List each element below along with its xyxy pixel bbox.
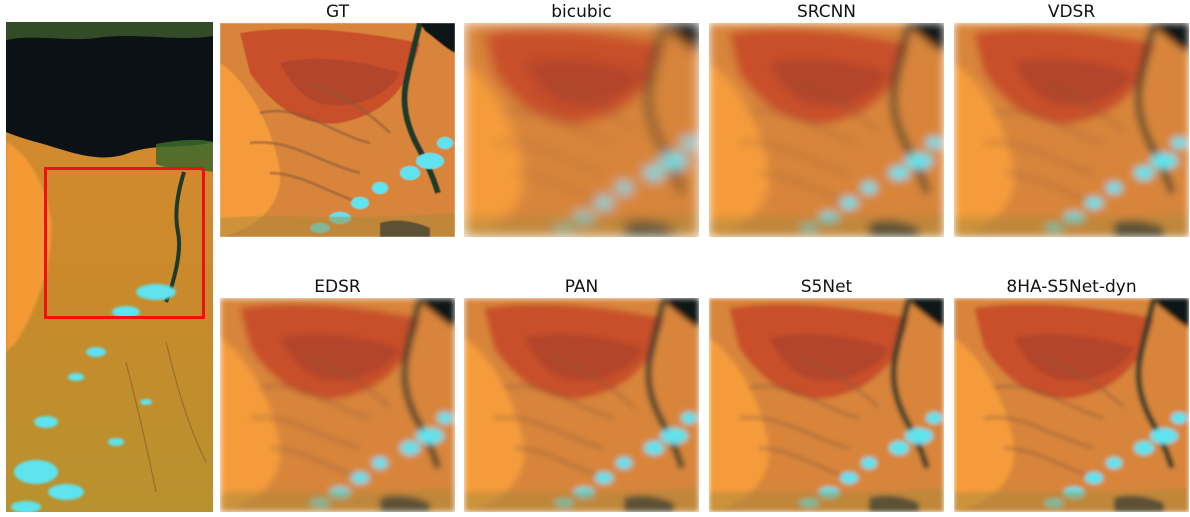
panel-srcnn: SRCNN [709,1,944,237]
panel-vdsr: VDSR [954,1,1189,237]
panel-edsr: EDSR [220,276,455,512]
overview-satellite-image [6,22,213,512]
panel-image-svg [709,298,944,512]
panel-image [220,298,455,512]
panel-image [220,23,455,237]
overview-satellite-svg [6,22,213,512]
panel-label: GT [326,2,349,22]
panel-label: SRCNN [796,2,857,22]
panel-image [464,23,699,237]
panel-image [954,23,1189,237]
panel-8ha-s5net-dyn: 8HA-S5Net-dyn [954,276,1189,512]
panel-image-svg [220,23,455,237]
panel-image [464,298,699,512]
panel-bicubic: bicubic [464,1,699,237]
panel-label: 8HA-S5Net-dyn [1006,277,1137,297]
panel-pan: PAN [464,276,699,512]
region-of-interest-box [44,167,205,319]
panel-image-svg [220,298,455,512]
panel-image-svg [709,23,944,237]
panel-image [709,298,944,512]
panel-s5net: S5Net [709,276,944,512]
panel-label: bicubic [551,2,612,22]
panel-image-svg [954,298,1189,512]
panel-image-svg [464,23,699,237]
panel-label: VDSR [1047,2,1096,22]
panel-image [954,298,1189,512]
panel-image [709,23,944,237]
panel-label: S5Net [800,277,853,297]
panel-label: EDSR [314,277,361,297]
panel-image-svg [954,23,1189,237]
panel-label: PAN [564,277,599,297]
panel-gt: GT [220,1,455,237]
panel-image-svg [464,298,699,512]
